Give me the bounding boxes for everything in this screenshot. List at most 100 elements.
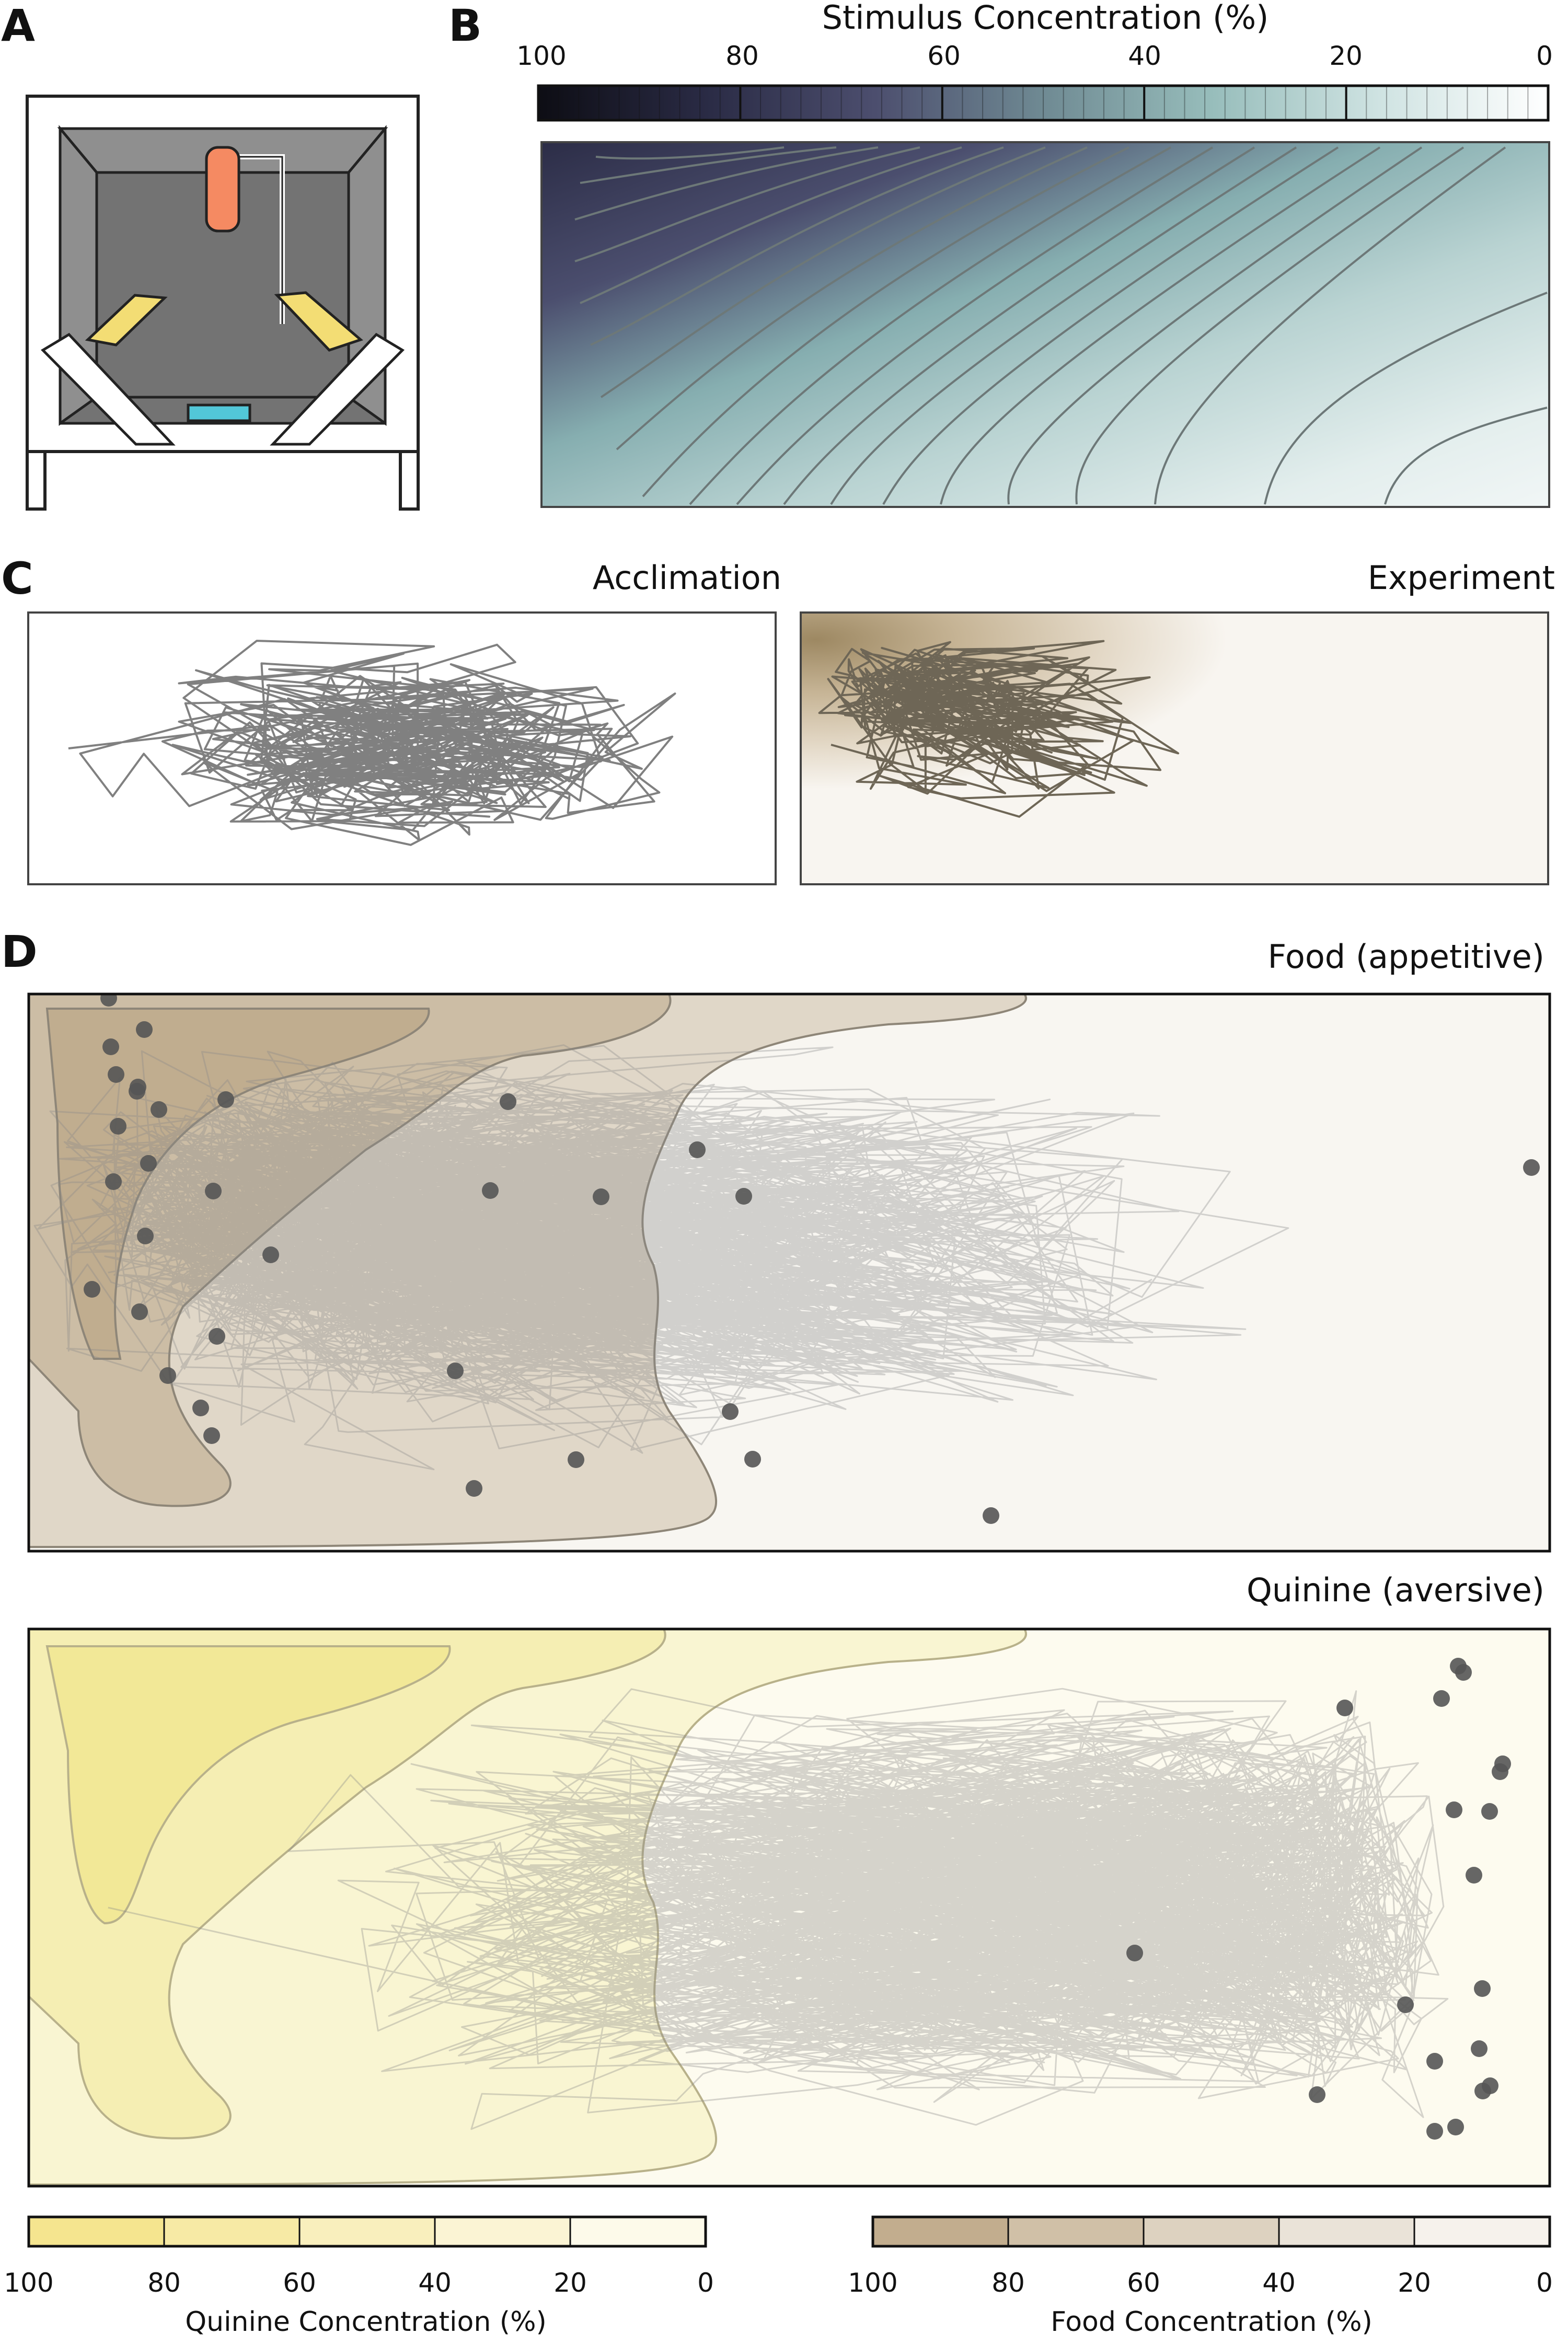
panel-c-experiment [800, 611, 1549, 885]
quinine-endpoints [1126, 1658, 1511, 2140]
quinine-region-20 [29, 1629, 1027, 2186]
endpoint-dot [105, 1173, 122, 1190]
contour [689, 146, 1171, 505]
endpoint-dot [205, 1183, 222, 1199]
food-tick-60: 60 [1127, 2268, 1160, 2298]
endpoint-dot [203, 1427, 220, 1444]
contour [580, 146, 962, 304]
contour [736, 146, 1214, 505]
stimulus-source-icon [205, 146, 240, 233]
contour [574, 146, 879, 221]
acclimation-frame [27, 611, 777, 885]
endpoint-dot [1309, 2086, 1325, 2103]
endpoint-dot [1433, 1690, 1450, 1707]
panel-d-quinine-arena [27, 1627, 1551, 2188]
contour [595, 146, 785, 160]
endpoint-dot [983, 1507, 999, 1524]
endpoint-dot [131, 1303, 148, 1320]
contour [1007, 146, 1423, 505]
endpoint-dot [1336, 1700, 1353, 1716]
quinine-tick-0: 0 [697, 2268, 714, 2298]
food-colorbar-ticks: 100 80 60 40 20 0 [848, 2268, 1553, 2298]
contour [1264, 292, 1548, 505]
apparatus-right-leg [399, 450, 420, 511]
food-tick-80: 80 [991, 2268, 1025, 2298]
quinine-colorbar [27, 2215, 707, 2248]
left-lamp-icon [85, 294, 168, 346]
endpoint-dot [466, 1480, 482, 1497]
endpoint-dot [1455, 1664, 1472, 1681]
endpoint-dot [1474, 1980, 1491, 1997]
panel-label-c: C [1, 553, 33, 604]
panel-label-a: A [1, 0, 35, 51]
endpoint-dot [1447, 2119, 1464, 2135]
panel-b-tick-40: 40 [1128, 41, 1161, 71]
apparatus-left-leg [26, 450, 47, 511]
endpoint-dot [500, 1093, 516, 1110]
colorbar-segment [569, 2216, 707, 2247]
contour [940, 146, 1381, 505]
quinine-colorbar-label: Quinine Concentration (%) [185, 2306, 547, 2338]
food-colorbar [871, 2215, 1551, 2248]
endpoint-dot [1523, 1159, 1540, 1176]
experiment-trajectory [818, 640, 1180, 818]
endpoint-dot [100, 994, 117, 1007]
food-colorbar-label: Food Concentration (%) [1051, 2306, 1373, 2338]
colorbar-segment [872, 2216, 1009, 2247]
quinine-tick-60: 60 [283, 2268, 316, 2298]
panel-b-colorbar [537, 84, 1550, 122]
endpoint-dot [1471, 2040, 1488, 2057]
endpoint-dot [1492, 1763, 1508, 1780]
quinine-trajectories [108, 1688, 1449, 2130]
colorbar-segment [298, 2216, 436, 2247]
panel-c-acclimation [27, 611, 777, 885]
endpoint-dot [1466, 1867, 1482, 1884]
apparatus-tubing-outline [235, 156, 283, 324]
apparatus-right-brace [270, 332, 405, 446]
panel-label-d: D [1, 926, 38, 977]
quinine-region-60 [45, 1645, 451, 1925]
endpoint-dot [735, 1188, 752, 1205]
food-tick-20: 20 [1398, 2268, 1431, 2298]
quinine-tick-100: 100 [4, 2268, 53, 2298]
panel-b-ticks: 100 80 60 40 20 0 [516, 41, 1553, 71]
contour [783, 146, 1255, 505]
colorbar-segment [1007, 2216, 1145, 2247]
panel-b-frame [540, 141, 1550, 508]
endpoint-dot [1481, 1803, 1498, 1820]
colorbar-segment [1278, 2216, 1415, 2247]
endpoint-dot [129, 1083, 145, 1100]
contour [830, 146, 1297, 505]
endpoint-dot [1397, 1996, 1414, 2013]
endpoint-dot [722, 1403, 739, 1420]
apparatus-left-brace [40, 332, 176, 446]
colorbar-segment [1413, 2216, 1551, 2247]
panel-d-top-title: Food (appetitive) [1267, 938, 1544, 976]
panel-b-concentration-map [540, 141, 1550, 508]
panel-b-colorbar-divisions [558, 86, 1529, 120]
contour [1154, 146, 1506, 505]
food-endpoints [84, 994, 1540, 1524]
panel-b-tick-100: 100 [516, 41, 566, 71]
panel-c-right-title: Experiment [1368, 559, 1555, 597]
endpoint-dot [102, 1038, 119, 1055]
endpoint-dot [482, 1182, 499, 1199]
endpoint-dot [447, 1362, 464, 1379]
food-region-20 [29, 994, 1027, 1548]
endpoint-dot [192, 1400, 209, 1416]
endpoint-dot [568, 1451, 584, 1468]
contour [642, 146, 1129, 498]
contour [882, 146, 1339, 505]
endpoint-dot [84, 1281, 100, 1298]
endpoint-dot [151, 1101, 167, 1118]
panel-b-tick-20: 20 [1329, 41, 1363, 71]
food-tick-100: 100 [848, 2268, 897, 2298]
food-trajectories [33, 1044, 1289, 1471]
experiment-frame [800, 611, 1549, 885]
endpoint-dot [1474, 2083, 1491, 2099]
endpoint-dot [217, 1091, 234, 1108]
contour [580, 146, 837, 184]
endpoint-dot [110, 1118, 126, 1135]
endpoint-dot [1426, 2123, 1443, 2140]
